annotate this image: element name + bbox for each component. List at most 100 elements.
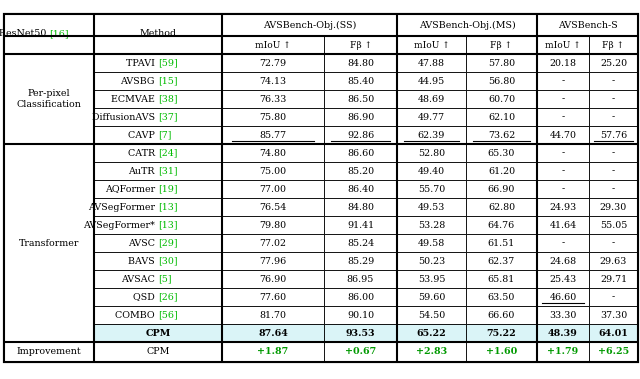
Text: [59]: [59] (158, 58, 178, 67)
Text: 63.50: 63.50 (488, 293, 515, 302)
Text: DiffusionAVS: DiffusionAVS (92, 113, 158, 122)
Bar (94, 198, 222, 216)
Text: +1.87: +1.87 (257, 348, 289, 357)
Text: -: - (561, 185, 564, 194)
Text: 50.23: 50.23 (418, 257, 445, 266)
Bar (222, 90, 324, 108)
Text: Fβ ↑: Fβ ↑ (349, 41, 371, 50)
Text: -: - (612, 238, 615, 247)
Text: 56.80: 56.80 (488, 77, 515, 86)
Bar (397, 216, 466, 234)
Bar (222, 288, 324, 306)
Text: AVSBG: AVSBG (120, 77, 158, 86)
Bar (94, 126, 222, 144)
Text: Improvement: Improvement (17, 348, 81, 357)
Text: 77.60: 77.60 (259, 293, 287, 302)
Bar (222, 14, 397, 36)
Bar (324, 288, 397, 306)
Text: 76.33: 76.33 (259, 94, 287, 103)
Bar (324, 270, 397, 288)
Bar (466, 270, 537, 288)
Text: 49.77: 49.77 (418, 113, 445, 122)
Bar (537, 342, 589, 362)
Bar (222, 324, 324, 342)
Bar (466, 90, 537, 108)
Text: mIoU ↑: mIoU ↑ (545, 41, 581, 50)
Text: -: - (612, 149, 615, 158)
Text: 93.53: 93.53 (346, 329, 375, 338)
Bar (222, 234, 324, 252)
Bar (397, 90, 466, 108)
Bar (466, 198, 537, 216)
Bar (324, 126, 397, 144)
Text: 77.96: 77.96 (259, 257, 287, 266)
Text: -: - (561, 238, 564, 247)
Text: Fβ ↑: Fβ ↑ (490, 41, 513, 50)
Text: TPAVI: TPAVI (126, 58, 158, 67)
Text: AuTR: AuTR (129, 166, 158, 175)
Text: [26]: [26] (158, 293, 178, 302)
Bar (537, 14, 638, 36)
Bar (537, 306, 589, 324)
Text: 48.39: 48.39 (548, 329, 578, 338)
Bar (537, 72, 589, 90)
Text: 85.40: 85.40 (347, 77, 374, 86)
Bar (397, 270, 466, 288)
Bar (324, 144, 397, 162)
Text: [37]: [37] (158, 113, 178, 122)
Bar (397, 324, 466, 342)
Text: 65.30: 65.30 (488, 149, 515, 158)
Bar (589, 216, 638, 234)
Bar (589, 252, 638, 270)
Bar (537, 54, 589, 72)
Text: 53.95: 53.95 (418, 274, 445, 283)
Text: 62.37: 62.37 (488, 257, 515, 266)
Bar (397, 126, 466, 144)
Bar (537, 162, 589, 180)
Text: 65.22: 65.22 (417, 329, 446, 338)
Text: 85.24: 85.24 (347, 238, 374, 247)
Text: 37.30: 37.30 (600, 310, 627, 319)
Bar (94, 54, 222, 72)
Text: AVSAC: AVSAC (121, 274, 158, 283)
Bar (537, 108, 589, 126)
Text: -: - (612, 77, 615, 86)
Text: 75.00: 75.00 (259, 166, 287, 175)
Bar (397, 144, 466, 162)
Bar (324, 36, 397, 54)
Text: [29]: [29] (158, 238, 178, 247)
Bar (466, 288, 537, 306)
Bar (324, 90, 397, 108)
Text: 24.68: 24.68 (549, 257, 577, 266)
Bar (466, 54, 537, 72)
Bar (222, 342, 324, 362)
Bar (94, 162, 222, 180)
Bar (537, 252, 589, 270)
Text: 20.18: 20.18 (550, 58, 577, 67)
Text: 86.95: 86.95 (347, 274, 374, 283)
Bar (537, 234, 589, 252)
Bar (222, 180, 324, 198)
Bar (324, 198, 397, 216)
Bar (537, 36, 589, 54)
Text: 53.28: 53.28 (418, 221, 445, 230)
Text: 46.60: 46.60 (549, 293, 577, 302)
Text: 75.80: 75.80 (259, 113, 287, 122)
Bar (222, 108, 324, 126)
Bar (466, 144, 537, 162)
Text: AQFormer: AQFormer (105, 185, 158, 194)
Text: 59.60: 59.60 (418, 293, 445, 302)
Bar (537, 126, 589, 144)
Text: 25.43: 25.43 (549, 274, 577, 283)
Text: Per-pixel
Classification: Per-pixel Classification (17, 89, 81, 109)
Text: -: - (561, 94, 564, 103)
Text: mIoU ↑: mIoU ↑ (413, 41, 449, 50)
Bar (94, 90, 222, 108)
Text: 66.60: 66.60 (488, 310, 515, 319)
Bar (324, 324, 397, 342)
Text: AVSC: AVSC (128, 238, 158, 247)
Text: 74.80: 74.80 (259, 149, 287, 158)
Text: +6.25: +6.25 (598, 348, 629, 357)
Bar (324, 162, 397, 180)
Text: 62.10: 62.10 (488, 113, 515, 122)
